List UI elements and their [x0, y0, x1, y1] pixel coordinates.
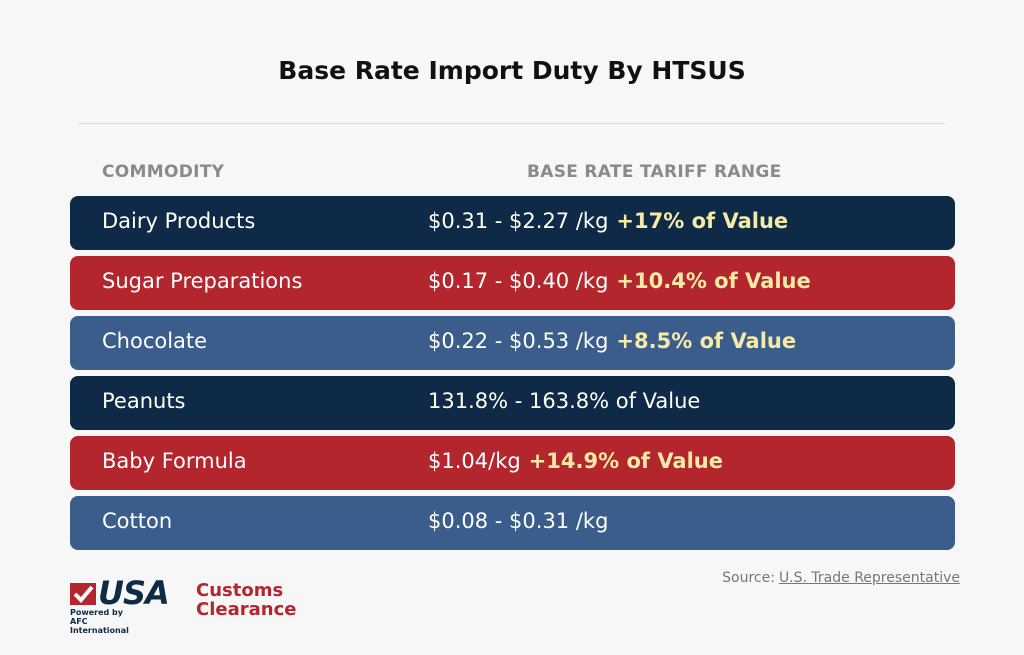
rate: $0.22 - $0.53 /kg [428, 329, 609, 353]
rate: $0.31 - $2.27 /kg [428, 209, 609, 233]
commodity: Cotton [102, 509, 173, 533]
table-row: Sugar Preparations $0.17 - $0.40 /kg +10.4… [70, 256, 955, 310]
tariff-range: $0.31 - $2.27 /kg +17% of Value [428, 209, 788, 233]
rate: $0.08 - $0.31 /kg [428, 509, 609, 533]
table-row: Peanuts 131.8% - 163.8% of Value [70, 376, 955, 430]
logo-brand: USA [98, 574, 170, 612]
commodity: Sugar Preparations [102, 269, 303, 293]
tariff-range: $0.17 - $0.40 /kg +10.4% of Value [428, 269, 811, 293]
source: Source: U.S. Trade Representative [722, 570, 960, 586]
tariff-range: $0.22 - $0.53 /kg +8.5% of Value [428, 329, 796, 353]
table-row: Cotton $0.08 - $0.31 /kg [70, 496, 955, 550]
tariff-range: 131.8% - 163.8% of Value [428, 389, 700, 413]
rate: 131.8% - 163.8% of Value [428, 389, 701, 413]
commodity: Chocolate [102, 329, 208, 353]
rate: $1.04/kg [428, 449, 521, 473]
check-icon [73, 585, 94, 603]
commodity: Dairy Products [102, 209, 256, 233]
logo-line: Customs [196, 580, 284, 601]
tariff-range: $1.04/kg +14.9% of Value [428, 449, 723, 473]
rate-extra: +17% of Value [616, 209, 789, 233]
rate: $0.17 - $0.40 /kg [428, 269, 609, 293]
source-label: Source: [722, 570, 775, 586]
title: Base Rate Import Duty By HTSUS [278, 56, 746, 85]
commodity: Peanuts [102, 389, 186, 413]
table-row: Baby Formula $1.04/kg +14.9% of Value [70, 436, 955, 490]
table-row: Dairy Products $0.31 - $2.27 /kg +17% of V… [70, 196, 955, 250]
commodity: Baby Formula [102, 449, 247, 473]
column-header: COMMODITY [102, 162, 225, 182]
table-row: Chocolate $0.22 - $0.53 /kg +8.5% of Value [70, 316, 955, 370]
rate-extra: +8.5% of Value [616, 329, 797, 353]
divider [78, 123, 945, 124]
logo-check [70, 583, 96, 605]
rate-extra: +10.4% of Value [616, 269, 811, 293]
source-link[interactable]: U.S. Trade Representative [778, 570, 960, 586]
logo-line: Clearance [196, 599, 297, 620]
tariff-range: $0.08 - $0.31 /kg [428, 509, 608, 533]
rate-extra: +14.9% of Value [528, 449, 723, 473]
logo-tagline: Powered by AFC International [70, 608, 129, 635]
column-header: BASE RATE TARIFF RANGE [527, 162, 782, 182]
